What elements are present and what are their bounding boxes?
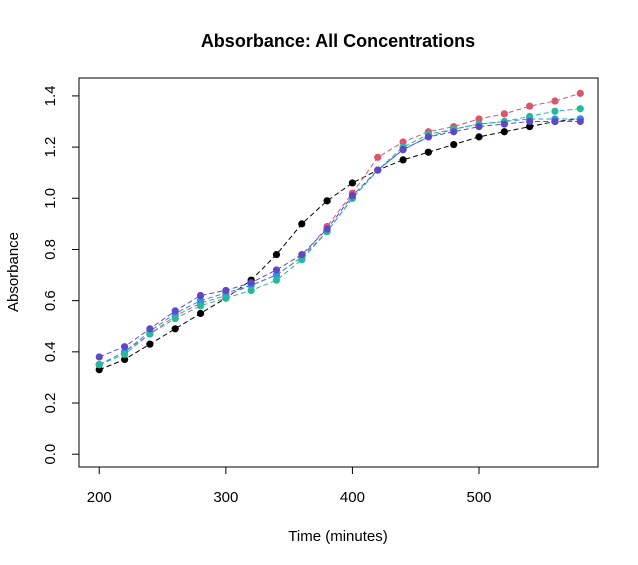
data-point [95, 366, 103, 374]
x-axis-label: Time (minutes) [288, 528, 387, 545]
y-tick-label: 0.4 [42, 341, 59, 362]
data-point [222, 286, 230, 295]
data-point [146, 340, 154, 348]
y-tick-label: 0.2 [42, 393, 59, 414]
data-point [551, 107, 559, 115]
data-point [374, 166, 382, 174]
data-point [323, 225, 331, 233]
data-point [576, 117, 584, 126]
y-tick-label: 1.2 [42, 137, 59, 158]
data-point [475, 123, 483, 131]
plot-frame [78, 77, 599, 468]
series-2 [95, 115, 584, 369]
data-point [298, 256, 306, 264]
data-point [576, 105, 584, 113]
data-point [171, 325, 179, 333]
data-point [526, 102, 534, 110]
data-point [424, 133, 432, 141]
data-point [374, 153, 382, 161]
series-1 [95, 89, 584, 369]
data-point [146, 325, 154, 333]
data-point [95, 353, 103, 361]
series-layer [95, 89, 584, 374]
data-point [399, 156, 407, 164]
y-axis-label: Absorbance [5, 232, 22, 312]
data-point [500, 128, 508, 136]
data-point [526, 123, 534, 131]
data-point [551, 117, 559, 126]
data-point [551, 97, 559, 105]
series-3 [95, 105, 584, 369]
data-point [120, 343, 129, 351]
data-point [323, 197, 331, 205]
x-tick-label: 400 [340, 489, 365, 506]
data-point [298, 250, 306, 259]
data-point [272, 250, 281, 259]
data-point [450, 140, 458, 149]
x-tick-label: 300 [213, 489, 238, 506]
axes: 200 300 400 500 0.0 0.2 0.4 0.6 0.8 1.0 1.2 1.4 [42, 85, 492, 506]
series-line [99, 121, 581, 358]
data-point [526, 112, 534, 120]
data-point [120, 355, 129, 364]
data-point [171, 314, 179, 323]
series-line [99, 118, 581, 371]
y-tick-label: 1.0 [42, 188, 59, 209]
data-point [399, 146, 407, 154]
data-point [475, 115, 483, 123]
data-point [272, 271, 281, 279]
data-point [196, 291, 205, 300]
series-4 [95, 117, 584, 361]
series-0 [95, 115, 584, 374]
data-point [272, 266, 281, 274]
y-tick-label: 0.6 [42, 290, 59, 311]
data-point [399, 138, 407, 146]
data-point [196, 302, 205, 310]
data-point [196, 309, 205, 318]
data-point [196, 297, 205, 305]
data-point [500, 120, 508, 128]
data-point [247, 279, 255, 287]
data-point [475, 133, 483, 141]
data-point [576, 89, 584, 97]
chart-title: Absorbance: All Concentrations [201, 31, 475, 51]
data-point [171, 307, 179, 315]
data-point [146, 330, 154, 338]
y-tick-label: 1.4 [42, 85, 59, 106]
series-line [99, 92, 581, 366]
data-point [424, 148, 432, 156]
series-line [99, 118, 581, 366]
data-point [526, 117, 534, 126]
y-tick-label: 0.8 [42, 239, 59, 260]
data-point [120, 350, 129, 358]
data-point [272, 276, 281, 284]
data-point [95, 361, 103, 369]
x-tick-label: 200 [87, 489, 112, 506]
data-point [222, 294, 230, 302]
data-point [450, 128, 458, 136]
y-tick-label: 0.0 [42, 444, 59, 465]
data-point [348, 192, 357, 200]
series-line [99, 108, 581, 366]
data-point [348, 179, 357, 187]
data-point [500, 110, 508, 118]
data-point [247, 286, 255, 295]
data-point [298, 220, 306, 228]
x-tick-label: 500 [466, 489, 491, 506]
